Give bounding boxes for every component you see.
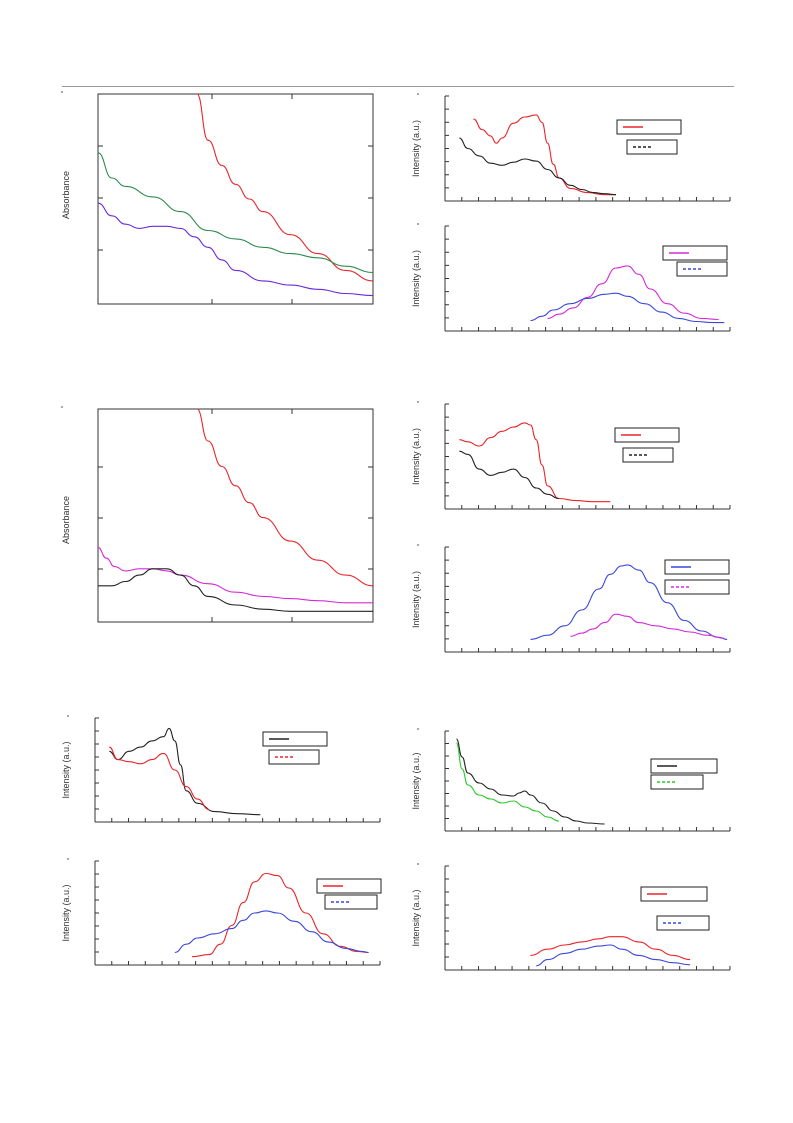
y-axis-label: Intensity (a.u.) <box>411 250 421 307</box>
intensity-chart-right-1: Intensity (a.u.) <box>411 93 731 202</box>
series-line <box>109 746 210 811</box>
y-axis-label: Intensity (a.u.) <box>411 752 421 809</box>
legend-box <box>626 139 678 155</box>
legend-box <box>316 878 382 894</box>
series-line <box>530 292 725 324</box>
legend-box <box>676 261 728 277</box>
series-line <box>97 152 374 274</box>
series-line <box>536 944 691 967</box>
intensity-chart-left-lower: Intensity (a.u.) <box>61 858 382 966</box>
legend-box <box>650 758 718 774</box>
series-line <box>530 564 728 640</box>
series-line <box>196 408 374 587</box>
legend-box <box>616 119 682 135</box>
y-axis-label: Intensity (a.u.) <box>411 120 421 177</box>
plot-frame <box>97 93 374 305</box>
y-axis-label: Absorbance <box>61 171 71 219</box>
intensity-chart-left-upper: Intensity (a.u.) <box>61 715 381 823</box>
series-line <box>530 936 691 961</box>
intensity-chart-right-4: Intensity (a.u.) <box>411 544 731 653</box>
legend-box <box>640 886 708 902</box>
series-line <box>473 114 616 196</box>
plot-frame <box>97 408 374 623</box>
y-axis-label: Intensity (a.u.) <box>61 884 71 941</box>
y-axis-label: Absorbance <box>61 496 71 544</box>
series-line <box>109 727 261 816</box>
legend-box <box>324 894 378 910</box>
legend-box <box>614 427 680 443</box>
intensity-chart-right-6: Intensity (a.u.) <box>411 863 731 971</box>
series-line <box>455 738 605 825</box>
legend-box <box>664 579 730 595</box>
y-axis-label: Intensity (a.u.) <box>411 889 421 946</box>
y-axis-label: Intensity (a.u.) <box>411 428 421 485</box>
y-axis-label: Intensity (a.u.) <box>61 741 71 798</box>
series-line <box>459 422 611 503</box>
absorbance-chart-top: Absorbance <box>61 91 374 305</box>
absorbance-chart-middle: Absorbance <box>61 406 374 623</box>
series-line <box>570 613 725 639</box>
series-line <box>459 137 617 196</box>
legend-box <box>650 774 704 790</box>
legend-box <box>622 447 674 463</box>
legend-box <box>262 731 328 747</box>
series-line <box>174 910 369 954</box>
intensity-chart-right-3: Intensity (a.u.) <box>411 401 731 510</box>
series-line <box>98 568 373 612</box>
intensity-chart-right-2: Intensity (a.u.) <box>411 223 731 332</box>
intensity-chart-right-5: Intensity (a.u.) <box>411 728 731 832</box>
series-line <box>97 202 374 297</box>
series-line <box>459 450 560 500</box>
legend-box <box>656 915 710 931</box>
legend-box <box>268 749 320 765</box>
series-line <box>547 265 719 321</box>
legend-box <box>662 245 728 261</box>
series-line <box>455 742 560 822</box>
header-rule <box>62 86 734 87</box>
legend-box <box>664 559 730 575</box>
y-axis-label: Intensity (a.u.) <box>411 571 421 628</box>
